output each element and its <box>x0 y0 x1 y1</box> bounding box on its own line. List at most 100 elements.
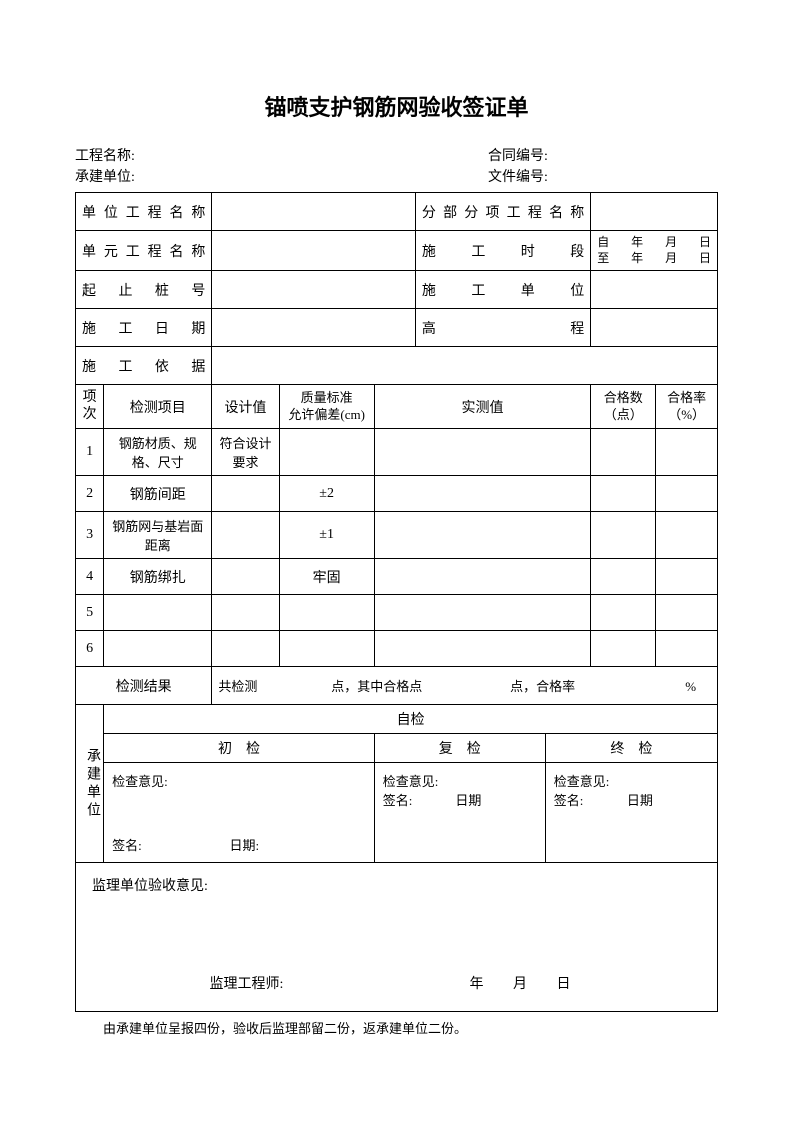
re-check-label: 复 检 <box>374 734 545 763</box>
row-num: 6 <box>76 631 104 667</box>
project-name-label: 工程名称: <box>75 146 488 167</box>
row-passrate <box>656 631 718 667</box>
sub-project-value <box>591 193 718 231</box>
row-std: 牢固 <box>279 559 374 595</box>
construct-unit-value <box>591 271 718 309</box>
row-passcount <box>591 512 656 559</box>
unit-element-label: 单元工程名称 <box>76 231 212 271</box>
col-item: 检测项目 <box>104 385 212 429</box>
period-month1: 月 <box>665 235 677 251</box>
result-label: 检测结果 <box>76 667 212 705</box>
page-title: 锚喷支护钢筋网验收签证单 <box>75 90 718 122</box>
row-actual <box>374 512 591 559</box>
row-design: 符合设计要求 <box>212 429 279 476</box>
init-check-label: 初 检 <box>104 734 375 763</box>
sig-label: 签名: <box>383 790 452 809</box>
row-std: ±2 <box>279 476 374 512</box>
col-index: 项次 <box>76 385 104 429</box>
unit-project-label: 单位工程名称 <box>76 193 212 231</box>
row-num: 4 <box>76 559 104 595</box>
row-item <box>104 595 212 631</box>
col-std-sub: 允许偏差(cm) <box>286 407 368 424</box>
result-mid1: 点，其中合格点 <box>296 676 459 695</box>
row-passcount <box>591 631 656 667</box>
row-design <box>212 595 279 631</box>
row-std: ±1 <box>279 512 374 559</box>
station-value <box>212 271 416 309</box>
basis-value <box>212 347 718 385</box>
supervisor-block: 监理单位验收意见: 监理工程师: 年 月 日 <box>76 863 718 1012</box>
result-prefix: 共检测 <box>218 676 292 695</box>
elevation-value <box>591 309 718 347</box>
date-label: 日期: <box>230 838 260 853</box>
row-passcount <box>591 429 656 476</box>
period-day2: 日 <box>699 251 711 267</box>
col-pass-count: 合格数（点） <box>591 385 656 429</box>
row-actual <box>374 631 591 667</box>
result-mid2: 点，合格率 <box>461 676 624 695</box>
row-actual <box>374 476 591 512</box>
col-design: 设计值 <box>212 385 279 429</box>
construct-date-label: 施工日期 <box>76 309 212 347</box>
station-label: 起止桩号 <box>76 271 212 309</box>
row-actual <box>374 559 591 595</box>
date-label: 日期 <box>455 793 481 808</box>
row-item: 钢筋绑扎 <box>104 559 212 595</box>
period-label: 施工时段 <box>415 231 590 271</box>
date-label: 日期 <box>627 793 653 808</box>
row-num: 1 <box>76 429 104 476</box>
supervisor-year: 年 <box>457 973 497 993</box>
final-check-block: 检查意见: 签名: 日期 <box>545 763 717 863</box>
row-passcount <box>591 559 656 595</box>
contractor-label: 承建单位: <box>75 167 488 188</box>
sig-label: 签名: <box>112 835 226 854</box>
row-item: 钢筋网与基岩面距离 <box>104 512 212 559</box>
period-day1: 日 <box>699 235 711 251</box>
period-year1: 年 <box>631 235 643 251</box>
row-passrate <box>656 559 718 595</box>
col-actual: 实测值 <box>374 385 591 429</box>
result-text: 共检测 点，其中合格点 点，合格率 % <box>212 667 718 705</box>
opinion-label: 检查意见: <box>112 771 366 790</box>
opinion-label: 检查意见: <box>383 771 537 790</box>
row-num: 3 <box>76 512 104 559</box>
row-design <box>212 559 279 595</box>
basis-label: 施工依据 <box>76 347 212 385</box>
period-month2: 月 <box>665 251 677 267</box>
unit-element-value <box>212 231 416 271</box>
row-passrate <box>656 476 718 512</box>
contractor-vlabel-text: 承建单位 <box>82 748 102 820</box>
construct-unit-label: 施工单位 <box>415 271 590 309</box>
meta-row-1: 工程名称: 合同编号: <box>75 146 718 167</box>
col-std: 质量标准 允许偏差(cm) <box>279 385 374 429</box>
supervisor-opinion-label: 监理单位验收意见: <box>92 875 701 895</box>
period-to: 至 <box>597 251 609 267</box>
unit-project-value <box>212 193 416 231</box>
meta-row-2: 承建单位: 文件编号: <box>75 167 718 188</box>
sig-label: 签名: <box>554 790 624 809</box>
row-passrate <box>656 429 718 476</box>
row-std <box>279 429 374 476</box>
contractor-vlabel: 承建单位 <box>76 705 104 863</box>
supervisor-engineer-label: 监理工程师: <box>210 973 330 993</box>
row-actual <box>374 595 591 631</box>
final-check-label: 终 检 <box>545 734 717 763</box>
doc-no-label: 文件编号: <box>488 167 718 188</box>
opinion-label: 检查意见: <box>554 771 709 790</box>
row-std <box>279 631 374 667</box>
supervisor-month: 月 <box>500 973 540 993</box>
col-std-top: 质量标准 <box>286 390 368 407</box>
row-design <box>212 512 279 559</box>
footnote: 由承建单位呈报四份，验收后监理部留二份，返承建单位二份。 <box>75 1018 718 1037</box>
row-passcount <box>591 595 656 631</box>
row-std <box>279 595 374 631</box>
row-item: 钢筋间距 <box>104 476 212 512</box>
elevation-label: 高程 <box>415 309 590 347</box>
row-passrate <box>656 595 718 631</box>
self-check-label: 自检 <box>104 705 718 734</box>
row-passrate <box>656 512 718 559</box>
row-item: 钢筋材质、规格、尺寸 <box>104 429 212 476</box>
row-num: 5 <box>76 595 104 631</box>
sub-project-label: 分部分项工程名称 <box>415 193 590 231</box>
row-design <box>212 631 279 667</box>
